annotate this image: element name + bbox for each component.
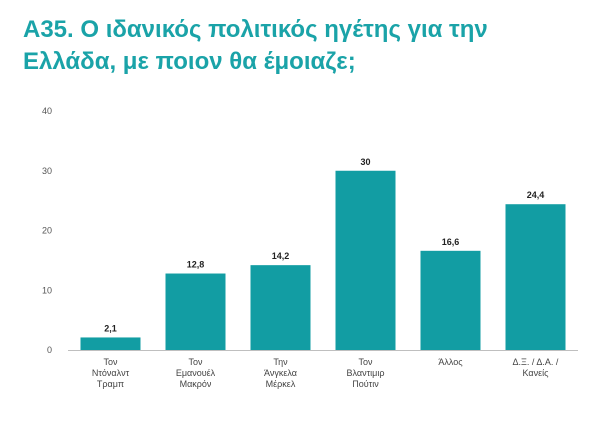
chart-title-line-2: Ελλάδα, με ποιον θα έμοιαζε; <box>23 48 356 75</box>
x-tick-label: Πούτιν <box>352 379 379 389</box>
x-tick-label: Μέρκελ <box>266 379 296 389</box>
x-tick-label: Δ.Ξ. / Δ.Α. / <box>513 357 559 367</box>
y-tick-label: 10 <box>42 285 52 295</box>
x-tick-label: Την <box>273 357 288 367</box>
bar <box>80 337 141 350</box>
x-tick-label: Εμανουέλ <box>176 368 216 378</box>
data-label: 14,2 <box>272 251 290 261</box>
x-tick-label: Βλαντιμιρ <box>347 368 385 378</box>
x-tick-label: Τον <box>358 357 373 367</box>
y-tick-label: 30 <box>42 166 52 176</box>
bar <box>250 265 311 350</box>
y-tick-label: 40 <box>42 106 52 116</box>
data-label: 2,1 <box>104 323 117 333</box>
chart-title: Α35. Ο ιδανικός πολιτικός ηγέτης για την… <box>23 14 583 78</box>
x-tick-label: Μακρόν <box>180 379 212 389</box>
x-tick-label: Άνγκελα <box>264 368 297 378</box>
bar <box>420 250 481 350</box>
x-tick-label: Τον <box>103 357 118 367</box>
data-label: 24,4 <box>527 190 545 200</box>
x-tick-label: Τραμπ <box>97 379 124 389</box>
bar <box>335 170 396 350</box>
chart-title-line-1: Α35. Ο ιδανικός πολιτικός ηγέτης για την <box>23 16 488 43</box>
x-tick-label: Κανείς <box>523 368 550 378</box>
x-tick-label: Ντόναλντ <box>92 368 130 378</box>
x-tick-label: Άλλος <box>438 357 463 367</box>
x-tick-label: Τον <box>188 357 203 367</box>
data-label: 12,8 <box>187 260 205 270</box>
data-label: 16,6 <box>442 237 460 247</box>
data-label: 30 <box>360 157 370 167</box>
y-tick-label: 0 <box>47 345 52 355</box>
bar <box>165 273 226 350</box>
y-tick-label: 20 <box>42 226 52 236</box>
bar <box>505 204 566 350</box>
